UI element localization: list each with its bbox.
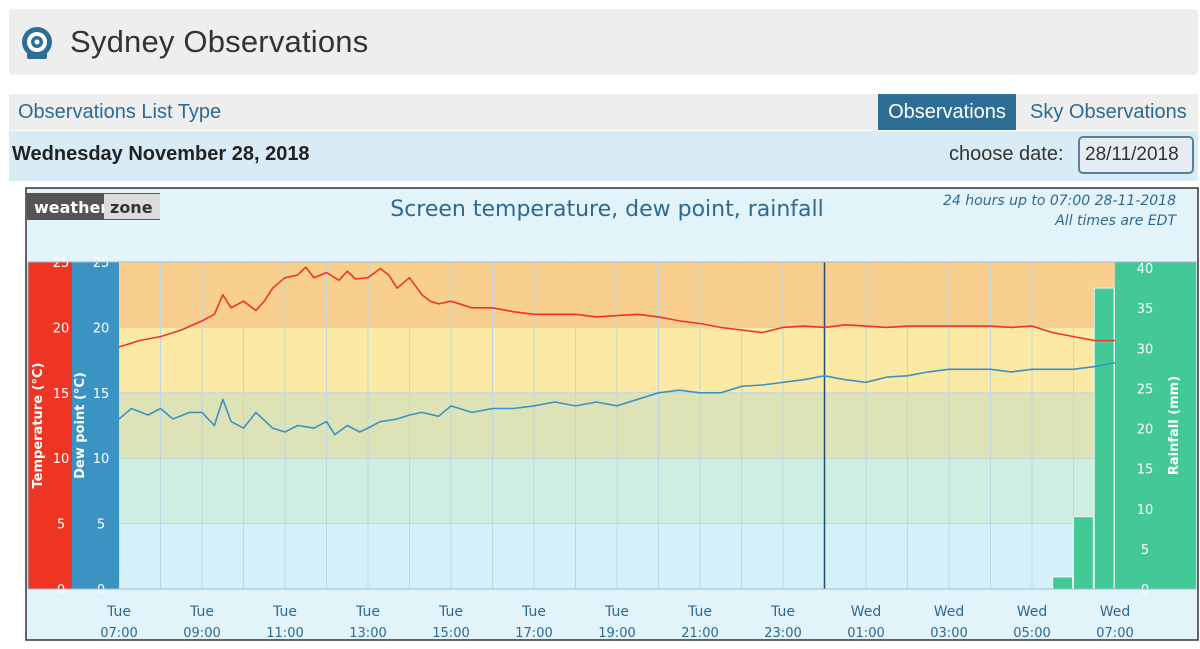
rainfall-tick-label: 30 [1137, 342, 1154, 357]
x-tick-time-label: 09:00 [183, 626, 220, 641]
x-tick-day-label: Tue [189, 604, 214, 620]
dew-point-tick-label: 0 [97, 583, 105, 598]
rainfall-tick-label: 35 [1137, 302, 1154, 317]
rainfall-tick-label: 40 [1137, 262, 1154, 277]
rainfall-axis-strip [1115, 262, 1196, 589]
choose-date-label: choose date: [949, 143, 1064, 165]
x-tick-day-label: Wed [1017, 604, 1048, 620]
x-tick-time-label: 21:00 [681, 626, 718, 641]
x-tick-time-label: 11:00 [266, 626, 303, 641]
x-tick-day-label: Tue [770, 604, 795, 620]
brand-logo-right-text: zone [110, 198, 153, 217]
x-tick-day-label: Wed [851, 604, 882, 620]
x-tick-time-label: 03:00 [930, 626, 967, 641]
dew-point-tick-label: 20 [93, 321, 110, 336]
date-heading: Wednesday November 28, 2018 [12, 143, 310, 165]
temperature-tick-label: 20 [53, 321, 70, 336]
x-tick-time-label: 01:00 [847, 626, 884, 641]
dew-point-axis-strip [72, 262, 119, 589]
rainfall-axis-label: Rainfall (mm) [1167, 376, 1182, 475]
brand-logo-left-text: weather [34, 198, 108, 217]
dew-point-series-line [118, 361, 1116, 436]
x-tick-day-label: Tue [604, 604, 629, 620]
temperature-series-line [118, 266, 1115, 348]
x-tick-time-label: 23:00 [764, 626, 801, 641]
x-tick-time-label: 15:00 [432, 626, 469, 641]
dew-point-tick-label: 10 [93, 452, 110, 467]
temperature-tick-label: 15 [53, 387, 70, 402]
rainfall-tick-label: 20 [1137, 423, 1154, 438]
x-tick-time-label: 19:00 [598, 626, 635, 641]
temperature-axis-label: Temperature (°C) [31, 363, 46, 489]
page-title: Sydney Observations [70, 24, 369, 59]
temperature-tick-label: 25 [53, 256, 70, 271]
dew-point-axis-label: Dew point (°C) [73, 372, 88, 479]
temperature-tick-label: 5 [57, 518, 65, 533]
dew-point-tick-label: 5 [97, 518, 105, 533]
observations-logo-icon [22, 27, 52, 59]
x-tick-day-label: Wed [1100, 604, 1131, 620]
x-tick-day-label: Tue [521, 604, 546, 620]
brand-logo-right-box [104, 194, 160, 219]
temperature-tick-label: 0 [57, 583, 65, 598]
x-tick-time-label: 13:00 [349, 626, 386, 641]
x-tick-day-label: Tue [355, 604, 380, 620]
rainfall-bar [1052, 576, 1073, 590]
tab-observations[interactable]: Observations [878, 94, 1016, 130]
rainfall-tick-label: 10 [1137, 503, 1154, 518]
rainfall-bar [1073, 516, 1094, 590]
x-tick-time-label: 07:00 [100, 626, 137, 641]
x-tick-day-label: Tue [687, 604, 712, 620]
chart-layer: 0 5 10 15 20 25 0 5 10 15 20 25 0 5 10 15 20 25 30 35 40 Temp… [25, 187, 1199, 641]
tab-sky-observations[interactable]: Sky Observations [1030, 100, 1187, 123]
header-bar [9, 9, 1198, 75]
date-bar [9, 131, 1198, 181]
x-tick-day-label: Tue [272, 604, 297, 620]
rainfall-tick-label: 0 [1141, 583, 1149, 598]
chart-title: Screen temperature, dew point, rainfall [390, 197, 824, 222]
rainfall-tick-label: 5 [1141, 543, 1149, 558]
rainfall-bar [1093, 287, 1115, 590]
chart-note: All times are EDT [1054, 213, 1177, 229]
x-tick-time-label: 17:00 [515, 626, 552, 641]
observations-list-type-label: Observations List Type [18, 101, 222, 123]
x-tick-time-label: 05:00 [1013, 626, 1050, 641]
x-tick-time-label: 07:00 [1096, 626, 1133, 641]
rainfall-tick-label: 25 [1137, 382, 1154, 397]
temperature-axis-strip [28, 262, 72, 589]
temperature-tick-label: 10 [53, 452, 70, 467]
rainfall-tick-label: 15 [1137, 463, 1154, 478]
dew-point-tick-label: 25 [93, 256, 110, 271]
x-tick-day-label: Tue [438, 604, 463, 620]
dew-point-tick-label: 15 [93, 387, 110, 402]
x-tick-day-label: Tue [106, 604, 131, 620]
date-input[interactable] [1078, 136, 1194, 174]
chart-subtitle: 24 hours up to 07:00 28-11-2018 [943, 193, 1176, 209]
plot-border [27, 261, 1197, 590]
x-tick-day-label: Wed [934, 604, 965, 620]
